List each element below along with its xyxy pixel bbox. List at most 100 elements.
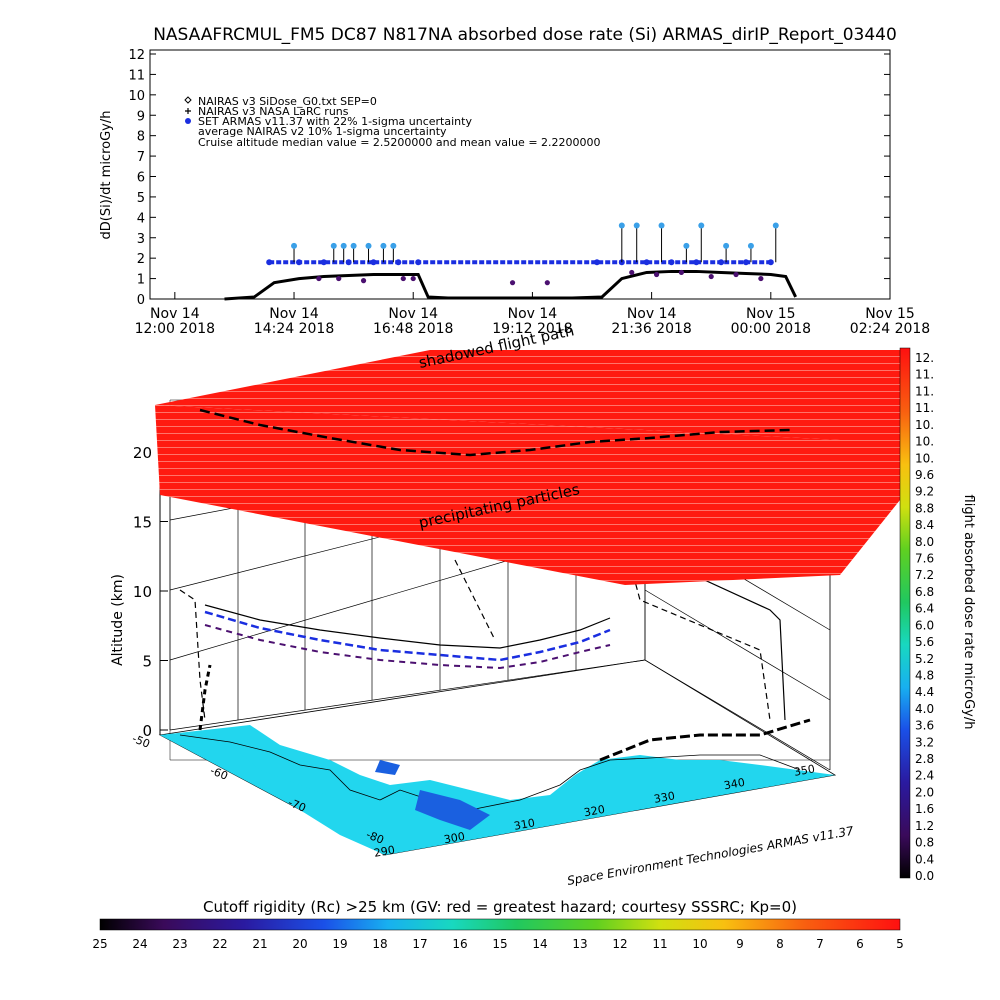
right-colorbar-label: 4.0: [915, 702, 934, 716]
series-point-low: [708, 273, 714, 280]
flight-path-dashed-left: [179, 589, 206, 721]
floor-x-tick-label: 340: [723, 776, 746, 792]
z-axis: 0 5 10 15 20 Altitude (km): [110, 440, 168, 740]
top-x-tick-label-line1: Nov 14: [508, 306, 558, 322]
series-point: [618, 222, 625, 229]
floor-x-tick-label: 350: [793, 762, 816, 778]
top-x-tick-label-line2: 12:00 2018: [135, 321, 215, 337]
series-point: [365, 242, 372, 249]
right-colorbar-label: 2.8: [915, 752, 934, 766]
series-point-low: [544, 280, 550, 286]
series-point-low: [629, 269, 635, 276]
top-y-tick-label: 9: [137, 109, 145, 124]
credit-text: Space Environment Technologies ARMAS v11…: [566, 824, 855, 888]
top-x-tick-label-line2: 16:48 2018: [373, 321, 453, 337]
series-point: [593, 259, 600, 266]
slab-flight-path: [199, 408, 791, 457]
series-point-low: [400, 275, 406, 282]
top-x-tick-label-line1: Nov 14: [388, 306, 438, 322]
series-point: [668, 259, 675, 266]
flight-path-dashed-mid: [454, 559, 496, 641]
right-colorbar-label: 3.6: [915, 719, 934, 733]
top-x-tick-label-line2: 19:12 2018: [492, 321, 572, 337]
slab-side: [840, 440, 900, 575]
series-point: [698, 222, 705, 229]
bottom-colorbar-label: 18: [372, 937, 387, 951]
series-point: [772, 222, 779, 229]
z-tick-label: 15: [133, 514, 152, 532]
top-x-tick-label-line2: 00:00 2018: [731, 321, 811, 337]
series-point: [370, 259, 377, 266]
series-point-low: [336, 275, 342, 282]
series-point: [633, 222, 640, 229]
three-d-panel: 0 5 10 15 20 Altitude (km) 290 300 310 320 330 34…: [110, 321, 900, 888]
top-y-tick-label: 8: [137, 130, 145, 145]
right-colorbar-label: 10.: [915, 418, 934, 432]
series-point: [643, 259, 650, 266]
right-colorbar-label: 0.8: [915, 836, 934, 850]
top-y-tick-label: 12: [128, 48, 145, 63]
bottom-colorbar-label: 10: [692, 937, 707, 951]
bottom-colorbar-label: 19: [332, 937, 347, 951]
series-point: [320, 259, 327, 266]
series-point: [291, 242, 298, 249]
top-y-tick-label: 5: [137, 191, 145, 206]
right-colorbar-gradient: [899, 347, 911, 879]
bottom-colorbar-label: 13: [572, 937, 587, 951]
top-x-tick-label-line1: Nov 15: [746, 306, 796, 322]
legend-entry-nairas-g0: NAIRAS v3 SiDose_G0.txt SEP=0: [198, 95, 377, 108]
right-colorbar-label: 0.4: [915, 852, 934, 866]
series-point-low: [733, 271, 739, 278]
right-colorbar-label: 12.: [915, 351, 934, 365]
bottom-colorbar-label: 23: [172, 937, 187, 951]
right-colorbar-label: 8.8: [915, 501, 934, 515]
right-colorbar-label: 6.8: [915, 585, 934, 599]
bottom-colorbar-label: 11: [652, 937, 667, 951]
legend-entry-average: average NAIRAS v2 10% 1-sigma uncertaint…: [198, 125, 447, 138]
top-y-tick-label: 7: [137, 150, 145, 165]
right-colorbar-label: 2.0: [915, 785, 934, 799]
bottom-colorbar-label: 5: [896, 937, 904, 951]
bottom-colorbar-label: 6: [856, 937, 864, 951]
bottom-colorbar-label: 16: [452, 937, 467, 951]
top-y-axis-label: dD(Si)/dt microGy/h: [99, 111, 114, 240]
right-colorbar-labels: 12. 11. 11. 11. 10. 10. 10. 9.6 9.2 8.8 8.4 8.0 7.6 7…: [915, 351, 934, 883]
bottom-colorbar-label: 9: [736, 937, 744, 951]
legend-diamond-marker: [184, 96, 192, 104]
right-colorbar-label: 4.4: [915, 685, 934, 699]
right-colorbar-label: 11.: [915, 384, 934, 398]
series-point: [693, 259, 700, 266]
top-y-tick-label: 1: [137, 273, 145, 288]
floor-y-tick-label: -70: [286, 796, 308, 815]
bottom-colorbar-label: 17: [412, 937, 427, 951]
cutoff-rigidity-slab: shadowed flight path precipitating parti…: [155, 321, 900, 585]
right-colorbar-label: 2.4: [915, 769, 934, 783]
series-point: [350, 242, 357, 249]
floor-x-ticks: 290 300 310 320 330 340 350: [373, 762, 816, 859]
top-x-tick-label-line1: Nov 14: [150, 306, 200, 322]
right-colorbar-label: 10.: [915, 435, 934, 449]
top-series: [224, 222, 797, 301]
legend-plus-marker: [185, 108, 191, 114]
series-point: [723, 242, 730, 249]
top-y-tick-label: 11: [128, 68, 145, 83]
series-line-nairas: [224, 269, 797, 301]
bottom-colorbar-label: 20: [292, 937, 307, 951]
ocean-region-west: [160, 735, 385, 855]
series-point: [266, 259, 273, 266]
flight-path-dose-purple: [204, 624, 611, 670]
series-point: [340, 242, 347, 249]
top-y-tick-label: 3: [137, 232, 145, 247]
flight-path-upper: [204, 604, 611, 649]
right-colorbar-title: flight absorbed dose rate microGy/h: [961, 495, 976, 730]
slab-top: [155, 350, 900, 440]
series-point: [345, 259, 352, 266]
right-colorbar: 12. 11. 11. 11. 10. 10. 10. 9.6 9.2 8.8 8.4 8.0 7.6 7…: [899, 347, 976, 883]
series-point-low: [653, 271, 660, 278]
series-point: [747, 242, 754, 249]
z-tick-label: 20: [133, 444, 152, 462]
bottom-colorbar-gradient: [99, 918, 901, 931]
series-point: [415, 259, 422, 266]
z-tick-label: 0: [142, 722, 152, 740]
